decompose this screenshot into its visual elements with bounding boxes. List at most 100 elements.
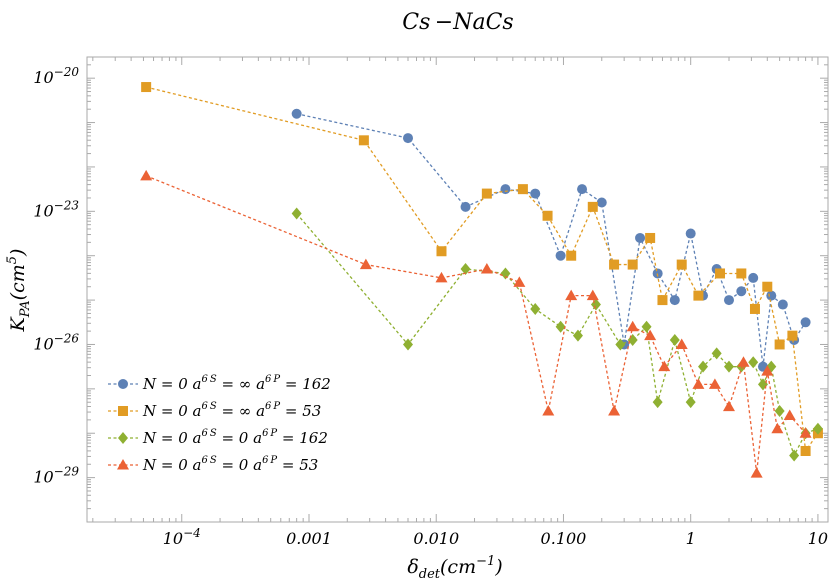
x-tick-label-base: 10 (163, 529, 183, 548)
data-point (140, 169, 153, 181)
data-point (693, 290, 704, 301)
data-point (789, 449, 800, 462)
data-point (669, 295, 680, 306)
y-tick-label: 10−20 (33, 65, 79, 87)
data-point (291, 108, 302, 119)
chart-title: Cs −NaCs (402, 10, 513, 35)
x-axis-label-exp: −1 (476, 554, 495, 569)
data-point (513, 276, 526, 287)
data-point (698, 360, 709, 373)
data-point (800, 445, 811, 456)
data-point (657, 295, 668, 306)
data-point (685, 396, 696, 409)
x-axis-label: δdet(cm−1) (407, 554, 502, 580)
data-point (586, 289, 599, 301)
data-point (402, 133, 413, 144)
x-tick-label-exp: −4 (183, 526, 201, 540)
y-axis-label-exp: 5 (5, 256, 20, 264)
legend-label-part: = 162 (277, 429, 328, 447)
legend-label: N = 0 a6 S = ∞ a6 P = 162 (142, 374, 331, 393)
data-point (761, 365, 774, 376)
legend-label-part: = ∞ a (217, 402, 265, 420)
data-point (644, 329, 657, 341)
y-tick-label-base: 10 (33, 68, 53, 87)
legend-label-sup: 6 S (201, 455, 216, 466)
data-point (615, 338, 626, 351)
data-point (626, 320, 639, 332)
data-point (762, 281, 773, 292)
legend-label-part: N = 0 a (142, 375, 201, 393)
data-point (555, 320, 566, 333)
legend-item: N = 0 a6 S = 0 a6 P = 162 (108, 428, 328, 447)
data-point (577, 184, 588, 195)
legend-marker (118, 379, 128, 389)
series-line (296, 213, 819, 458)
legend-label-sup: 6 P (265, 374, 280, 385)
data-point (771, 422, 784, 434)
x-axis-label-unit: (cm (440, 556, 476, 578)
legend-label-sup: 6 S (201, 374, 216, 385)
data-point (500, 267, 511, 280)
data-point (685, 228, 696, 239)
data-point (555, 250, 566, 261)
legend-label-part: = 53 (277, 456, 318, 474)
data-point (783, 409, 796, 420)
y-axis-label-sub: PA (18, 300, 33, 318)
plot-frame (86, 56, 829, 523)
y-axis-label: KPA(cm5) (5, 249, 33, 333)
legend-label-part: = 0 a (217, 456, 262, 474)
axis-tick-labels: 10−4 0.001 0.010 0.100 1 1010−2010−2310−2610−… (33, 65, 828, 548)
y-axis-label-close: ) (7, 249, 29, 257)
data-point (291, 207, 302, 220)
data-point (723, 295, 734, 306)
y-tick-label-base: 10 (33, 201, 53, 220)
x-tick-label: 0.100 (541, 529, 587, 548)
x-tick-label: 0.010 (413, 529, 459, 548)
data-point (676, 259, 687, 270)
data-point (627, 334, 638, 347)
data-point (608, 405, 621, 416)
data-point (480, 263, 493, 274)
data-point (500, 184, 511, 195)
data-point (708, 378, 721, 389)
data-point (748, 356, 759, 369)
series-line (296, 113, 807, 367)
legend-label-part: = 53 (280, 402, 321, 420)
legend-label-part: = ∞ a (217, 375, 265, 393)
x-axis-label-close: ) (494, 556, 502, 578)
data-point (460, 201, 471, 212)
legend-label: N = 0 a6 S = 0 a6 P = 162 (142, 428, 328, 447)
series-4 (140, 169, 812, 478)
legend-marker (117, 459, 129, 470)
y-tick-label-exp: −29 (54, 465, 80, 479)
y-axis-label-main: K (7, 315, 29, 332)
data-point (627, 259, 638, 270)
data-point (141, 82, 152, 93)
data-point (692, 378, 705, 389)
data-point (460, 263, 471, 276)
data-point (359, 258, 372, 270)
legend-label-sup: 6 P (265, 401, 280, 412)
series-layer (140, 82, 823, 478)
data-point (750, 467, 763, 478)
legend-label-part: N = 0 a (142, 456, 201, 474)
data-point (641, 320, 652, 333)
legend-item: N = 0 a6 S = ∞ a6 P = 162 (108, 374, 331, 393)
series-3 (291, 207, 823, 462)
data-point (517, 184, 528, 195)
y-tick-label: 10−26 (33, 331, 79, 353)
data-point (530, 188, 541, 199)
data-point (800, 317, 811, 328)
data-point (652, 396, 663, 409)
data-point (736, 286, 747, 297)
data-point (542, 210, 553, 221)
data-point (645, 232, 656, 243)
data-point (748, 272, 759, 283)
x-tick-label: 0.001 (286, 529, 332, 548)
y-tick-label-base: 10 (33, 468, 53, 487)
legend-label: N = 0 a6 S = ∞ a6 P = 53 (142, 401, 321, 420)
x-tick-label: 10 (808, 529, 828, 548)
data-point (402, 338, 413, 351)
data-point (436, 246, 447, 257)
